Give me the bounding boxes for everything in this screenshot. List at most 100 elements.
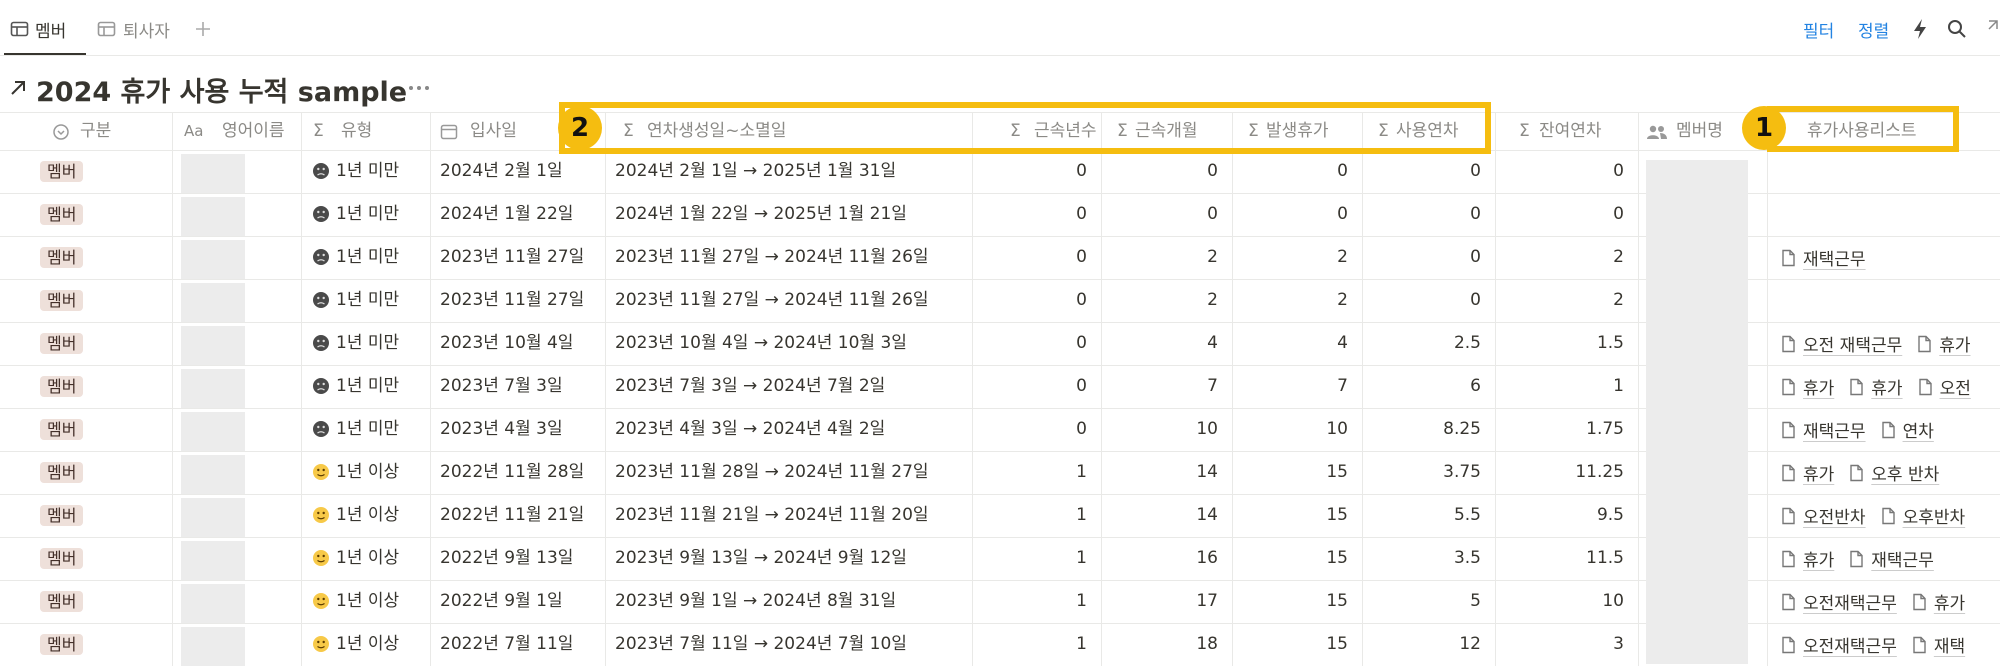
leave-item-title[interactable]: 휴가 bbox=[1871, 379, 1903, 399]
column-header[interactable]: 구분 bbox=[0, 112, 172, 150]
search-icon bbox=[1948, 20, 1966, 38]
leave-item-title[interactable]: 오전 bbox=[1939, 379, 1971, 399]
cell-months: 16 bbox=[1196, 548, 1218, 568]
toolbar-button[interactable]: 정렬 bbox=[1858, 22, 1890, 42]
cell-type: 1년 미만 bbox=[336, 161, 400, 181]
leave-item-title[interactable]: 재택 bbox=[1933, 637, 1966, 657]
member-redacted bbox=[1646, 160, 1748, 664]
leave-item[interactable]: 오전 재택근무 bbox=[1780, 331, 1902, 356]
column-header[interactable]: 입사일 bbox=[430, 112, 605, 150]
leave-item-title[interactable]: 연차 bbox=[1902, 422, 1934, 442]
leave-item[interactable]: 휴가 bbox=[1911, 589, 1965, 614]
leave-item-title[interactable]: 오전 재택근무 bbox=[1803, 336, 1903, 356]
leave-item[interactable]: 연차 bbox=[1880, 417, 1934, 442]
tab[interactable]: 퇴사자 bbox=[123, 22, 170, 42]
tab[interactable]: 멤버 bbox=[35, 22, 67, 42]
column-header[interactable]: 휴가사용리스트 bbox=[1767, 112, 2000, 150]
leave-item[interactable]: 휴가 bbox=[1780, 460, 1834, 485]
database-title: 2024 휴가 사용 누적 sample bbox=[36, 77, 408, 108]
column-header[interactable]: Σ 잔여연차 bbox=[1495, 112, 1638, 150]
type-emoji bbox=[313, 378, 329, 394]
cell-leave-list: 재택근무 bbox=[1780, 236, 2000, 279]
cell-joined: 2022년 11월 21일 bbox=[440, 505, 585, 525]
cell-remaining: 1.5 bbox=[1596, 333, 1624, 353]
leave-item-title[interactable]: 오전반차 bbox=[1803, 508, 1866, 528]
cell-used: 0 bbox=[1470, 247, 1481, 267]
column-divider bbox=[1495, 112, 1496, 666]
row-border bbox=[0, 537, 2000, 538]
page-icon bbox=[1913, 593, 1926, 610]
column-label: 연차생성일~소멸일 bbox=[647, 121, 787, 141]
page-icon bbox=[1782, 378, 1795, 395]
column-label: 멤버명 bbox=[1676, 121, 1723, 141]
cell-used: 8.25 bbox=[1443, 419, 1481, 439]
column-header[interactable]: Aa 영어이름 bbox=[172, 112, 301, 150]
leave-item-title[interactable]: 오후 반차 bbox=[1871, 465, 1940, 485]
column-divider bbox=[1232, 112, 1233, 666]
leave-item[interactable]: 재택 bbox=[1911, 632, 1965, 657]
toolbar-button[interactable]: 필터 bbox=[1803, 22, 1835, 42]
cell-type: 1년 미만 bbox=[336, 247, 400, 267]
leave-item[interactable]: 오후반차 bbox=[1880, 503, 1966, 528]
leave-item-title[interactable]: 오후반차 bbox=[1902, 508, 1966, 528]
cell-years: 0 bbox=[1076, 204, 1087, 224]
cell-months: 14 bbox=[1196, 505, 1218, 525]
leave-item[interactable]: 재택근무 bbox=[1848, 546, 1934, 571]
cell-joined: 2022년 9월 1일 bbox=[440, 591, 563, 611]
leave-item-title[interactable]: 휴가 bbox=[1803, 465, 1835, 485]
cell-granted: 10 bbox=[1326, 419, 1348, 439]
cell-joined: 2023년 11월 27일 bbox=[440, 290, 585, 310]
cell-group: 멤버 bbox=[40, 537, 84, 581]
leave-item[interactable]: 휴가 bbox=[1780, 546, 1834, 571]
group-tag: 멤버 bbox=[40, 634, 84, 655]
column-header[interactable]: Σ 연차생성일~소멸일 bbox=[605, 112, 972, 150]
leave-item-title[interactable]: 오전재택근무 bbox=[1803, 594, 1897, 614]
leave-item[interactable]: 오전재택근무 bbox=[1780, 589, 1897, 614]
cell-remaining: 3 bbox=[1613, 634, 1624, 654]
name-redacted bbox=[181, 455, 245, 494]
column-header[interactable]: Σ 발생휴가 bbox=[1232, 112, 1362, 150]
leave-item-title[interactable]: 휴가 bbox=[1803, 379, 1835, 399]
cell-used: 12 bbox=[1459, 634, 1481, 654]
leave-item[interactable]: 재택근무 bbox=[1780, 417, 1866, 442]
column-header[interactable]: Σ 근속년수 bbox=[972, 112, 1101, 150]
column-header[interactable]: 멤버명 bbox=[1638, 112, 1767, 150]
leave-item[interactable]: 오후 반차 bbox=[1848, 460, 1939, 485]
leave-item-title[interactable]: 휴가 bbox=[1933, 594, 1966, 614]
leave-item[interactable]: 오전재택근무 bbox=[1780, 632, 1897, 657]
leave-item[interactable]: 휴가 bbox=[1848, 374, 1903, 399]
column-header[interactable]: Σ 사용연차 bbox=[1362, 112, 1495, 150]
cell-remaining: 2 bbox=[1613, 290, 1624, 310]
select-icon bbox=[53, 124, 69, 140]
column-header[interactable]: Σ 근속개월 bbox=[1101, 112, 1232, 150]
leave-item-title[interactable]: 재택근무 bbox=[1871, 551, 1934, 571]
cell-period: 2023년 11월 28일 → 2024년 11월 27일 bbox=[615, 462, 929, 482]
person-icon bbox=[1647, 125, 1667, 139]
name-redacted bbox=[181, 326, 245, 365]
leave-item[interactable]: 재택근무 bbox=[1780, 245, 1866, 270]
leave-item-title[interactable]: 휴가 bbox=[1803, 551, 1835, 571]
cell-group: 멤버 bbox=[40, 623, 84, 667]
tab-icon bbox=[10, 21, 29, 37]
leave-item[interactable]: 휴가 bbox=[1780, 374, 1834, 399]
leave-item-title[interactable]: 재택근무 bbox=[1803, 422, 1866, 442]
leave-item[interactable]: 오전반차 bbox=[1780, 503, 1866, 528]
cell-leave-list: 오전반차 오후반차 bbox=[1780, 494, 2000, 537]
column-divider bbox=[1767, 112, 1768, 666]
cell-joined: 2023년 10월 4일 bbox=[440, 333, 574, 353]
group-tag: 멤버 bbox=[40, 462, 84, 483]
page-icon bbox=[1782, 636, 1795, 653]
highlight-box bbox=[1767, 106, 1959, 152]
cell-joined: 2023년 4월 3일 bbox=[440, 419, 563, 439]
leave-item-title[interactable]: 오전재택근무 bbox=[1803, 637, 1897, 657]
leave-item[interactable]: 오전 bbox=[1917, 374, 1971, 399]
type-emoji bbox=[313, 206, 329, 222]
cell-remaining: 10 bbox=[1602, 591, 1624, 611]
leave-item-title[interactable]: 재택근무 bbox=[1803, 250, 1866, 270]
column-header[interactable]: Σ 유형 bbox=[301, 112, 430, 150]
cell-group: 멤버 bbox=[40, 494, 84, 538]
leave-item[interactable]: 휴가 bbox=[1916, 331, 1971, 356]
leave-item-title[interactable]: 휴가 bbox=[1939, 336, 1971, 356]
